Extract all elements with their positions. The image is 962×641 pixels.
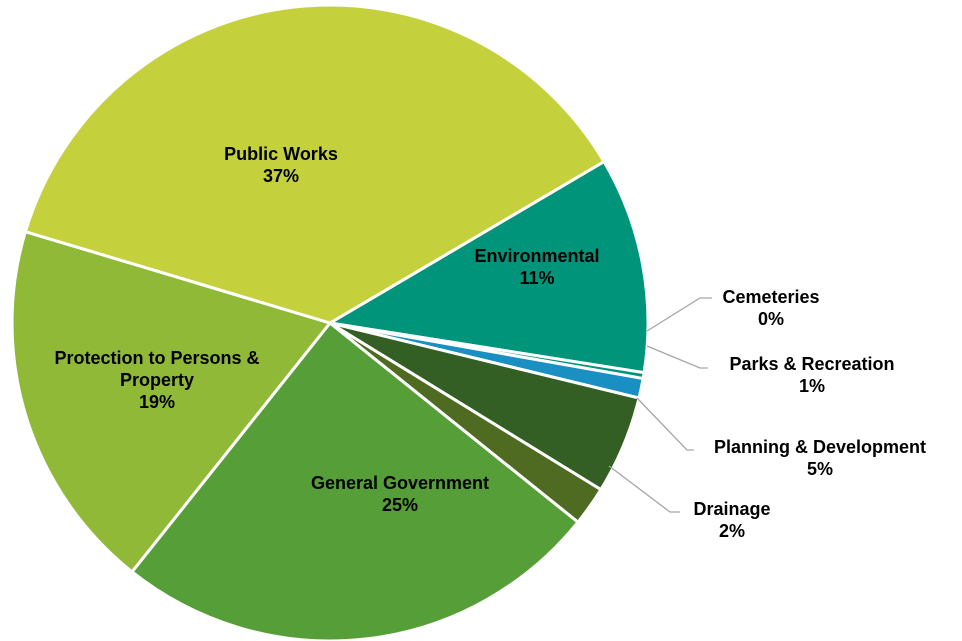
slice-label-public-works: Public Works 37% [224,144,338,186]
slice-labels: Public Works 37% Environmental 11% Cemeterie… [54,144,926,541]
slice-label-planning-and-development: Planning & Development 5% [714,437,926,479]
slice-percent: 11% [519,268,554,288]
slice-percent: 0% [758,309,784,329]
slice-name: Protection to Persons & [54,348,259,368]
slice-name: Parks & Recreation [729,354,894,374]
slice-label-cemeteries: Cemeteries 0% [722,287,819,329]
slice-label-drainage: Drainage 2% [693,499,770,541]
slice-percent: 1% [799,376,825,396]
pie-slice-public-works [23,3,606,325]
slice-label-environmental: Environmental 11% [474,246,599,288]
slice-percent: 5% [807,459,833,479]
leader-line-cemeteries [646,297,712,332]
slice-percent: 19% [139,392,175,412]
slice-percent: 2% [719,521,745,541]
slice-name: Property [120,370,194,390]
slice-name: Drainage [693,499,770,519]
slice-name: Cemeteries [722,287,819,307]
slice-label-protection-to-persons-and-property: Protection to Persons & Property 19% [54,348,259,412]
pie-slice-environmental [328,160,650,375]
pie-slice-protection-to-persons-and-property [10,230,332,574]
pie-slices [10,3,650,641]
leader-line-parks-and-recreation [646,345,708,369]
pie-slice-general-government [130,321,580,641]
leader-line-drainage [608,465,680,513]
slice-label-general-government: General Government 25% [311,473,489,515]
slice-percent: 25% [382,495,418,515]
slice-name: Public Works [224,144,338,164]
slice-name: Environmental [474,246,599,266]
slice-name: General Government [311,473,489,493]
slice-name: Planning & Development [714,437,926,457]
leader-line-planning-and-development [636,397,694,451]
leader-lines [608,297,712,513]
slice-label-parks-and-recreation: Parks & Recreation 1% [729,354,894,396]
slice-percent: 37% [263,166,299,186]
